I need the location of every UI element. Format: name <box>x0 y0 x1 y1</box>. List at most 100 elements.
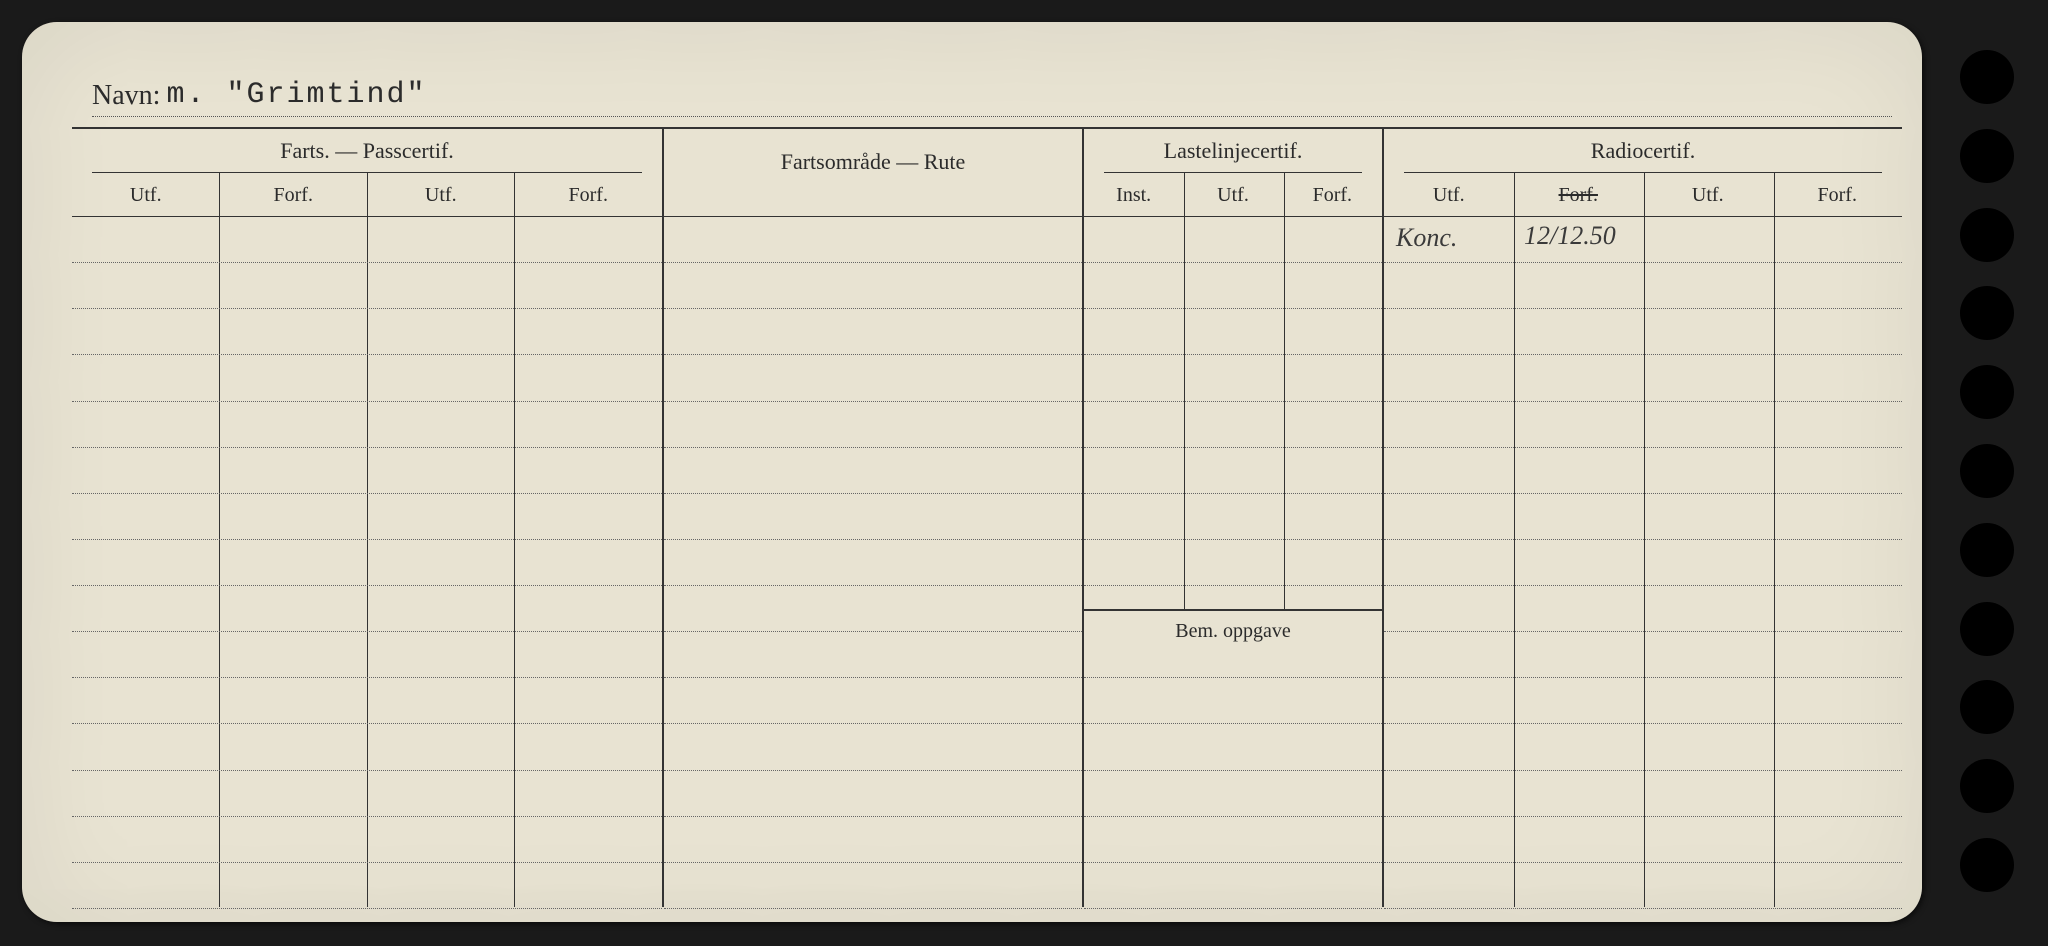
bem-title: Bem. oppgave <box>1175 620 1291 642</box>
row-line <box>1084 354 1382 355</box>
col-inst: Inst. <box>1084 173 1183 216</box>
row-line <box>72 816 662 817</box>
row-line <box>72 677 662 678</box>
row-line <box>1084 539 1382 540</box>
radio-title: Radiocertif. <box>1591 138 1695 163</box>
name-label: Navn: <box>92 80 160 112</box>
row-line <box>1384 308 1902 309</box>
col-forf: Forf. <box>1773 173 1903 216</box>
row-line <box>664 862 1082 863</box>
row-line <box>1084 816 1382 817</box>
row-line <box>1384 723 1902 724</box>
rute-title: Fartsområde — Rute <box>781 149 966 174</box>
row-line <box>1084 770 1382 771</box>
binder-hole <box>1960 602 2014 656</box>
binder-hole <box>1960 759 2014 813</box>
row-line <box>664 493 1082 494</box>
ledger-table: Farts. — Passcertif. Utf. Forf. Utf. For… <box>72 127 1902 907</box>
row-line <box>664 447 1082 448</box>
binder-hole <box>1960 365 2014 419</box>
binder-hole <box>1960 129 2014 183</box>
col-utf: Utf. <box>72 173 220 216</box>
row-line <box>72 862 662 863</box>
record-card: Navn: m. "Grimtind" Farts. — Passcertif.… <box>22 22 1922 922</box>
binder-hole <box>1960 523 2014 577</box>
col-utf: Utf. <box>1643 173 1773 216</box>
binder-hole <box>1960 208 2014 262</box>
row-line <box>664 401 1082 402</box>
col-forf: Forf. <box>1514 173 1644 216</box>
row-line <box>664 723 1082 724</box>
row-line <box>1384 816 1902 817</box>
radio-subheader-row: Utf. Forf. Utf. Forf. <box>1384 173 1902 217</box>
row-line <box>1084 262 1382 263</box>
section-rute: Fartsområde — Rute <box>662 129 1082 907</box>
rute-body <box>664 217 1082 907</box>
row-line <box>664 816 1082 817</box>
col-forf: Forf. <box>220 173 368 216</box>
row-line <box>1084 308 1382 309</box>
row-line <box>72 401 662 402</box>
row-line <box>1384 908 1902 909</box>
row-line <box>664 631 1082 632</box>
row-line <box>1384 770 1902 771</box>
col-utf: Utf. <box>1384 173 1514 216</box>
row-line <box>1384 262 1902 263</box>
row-line <box>1384 631 1902 632</box>
row-line <box>72 723 662 724</box>
laste-body <box>1084 217 1382 907</box>
row-line <box>72 908 662 909</box>
row-line <box>664 770 1082 771</box>
row-line <box>1384 493 1902 494</box>
section-radio: Radiocertif. Utf. Forf. Utf. Forf. Konc.… <box>1382 129 1902 907</box>
row-line <box>1084 493 1382 494</box>
row-line <box>72 447 662 448</box>
laste-subheader-row: Inst. Utf. Forf. <box>1084 173 1382 217</box>
row-line <box>664 677 1082 678</box>
col-utf: Utf. <box>367 173 515 216</box>
row-line <box>1384 354 1902 355</box>
section-laste: Lastelinjecertif. Inst. Utf. Forf. Bem. … <box>1082 129 1382 907</box>
row-line <box>1084 447 1382 448</box>
row-line <box>72 585 662 586</box>
row-line <box>1384 862 1902 863</box>
radio-body: Konc. 12/12.50 <box>1384 217 1902 907</box>
row-line <box>1384 677 1902 678</box>
farts-body <box>72 217 662 907</box>
row-line <box>1084 585 1382 586</box>
laste-header: Lastelinjecertif. <box>1084 129 1382 173</box>
row-line <box>664 539 1082 540</box>
row-line <box>1384 585 1902 586</box>
name-row: Navn: m. "Grimtind" <box>92 62 1892 117</box>
handwritten-konc: Konc. <box>1396 223 1457 253</box>
row-line <box>1084 723 1382 724</box>
row-line <box>72 354 662 355</box>
row-line <box>1384 447 1902 448</box>
row-line <box>664 908 1082 909</box>
row-line <box>1384 539 1902 540</box>
bem-oppgave-header: Bem. oppgave <box>1084 609 1382 649</box>
binder-hole <box>1960 680 2014 734</box>
farts-header: Farts. — Passcertif. <box>72 129 662 173</box>
row-line <box>72 770 662 771</box>
col-utf: Utf. <box>1183 173 1282 216</box>
row-line <box>72 539 662 540</box>
row-line <box>664 585 1082 586</box>
row-line <box>72 493 662 494</box>
handwritten-date: 12/12.50 <box>1524 221 1616 251</box>
farts-title: Farts. — Passcertif. <box>280 138 454 163</box>
row-line <box>72 308 662 309</box>
row-line <box>1384 401 1902 402</box>
laste-title: Lastelinjecertif. <box>1164 138 1303 163</box>
col-forf: Forf. <box>1283 173 1382 216</box>
row-line <box>1084 908 1382 909</box>
row-line <box>1084 677 1382 678</box>
row-line <box>72 262 662 263</box>
row-line <box>1084 862 1382 863</box>
binder-hole <box>1960 286 2014 340</box>
row-line <box>664 308 1082 309</box>
binder-hole <box>1960 50 2014 104</box>
radio-header: Radiocertif. <box>1384 129 1902 173</box>
col-forf: Forf. <box>515 173 663 216</box>
name-value: m. "Grimtind" <box>166 78 426 112</box>
